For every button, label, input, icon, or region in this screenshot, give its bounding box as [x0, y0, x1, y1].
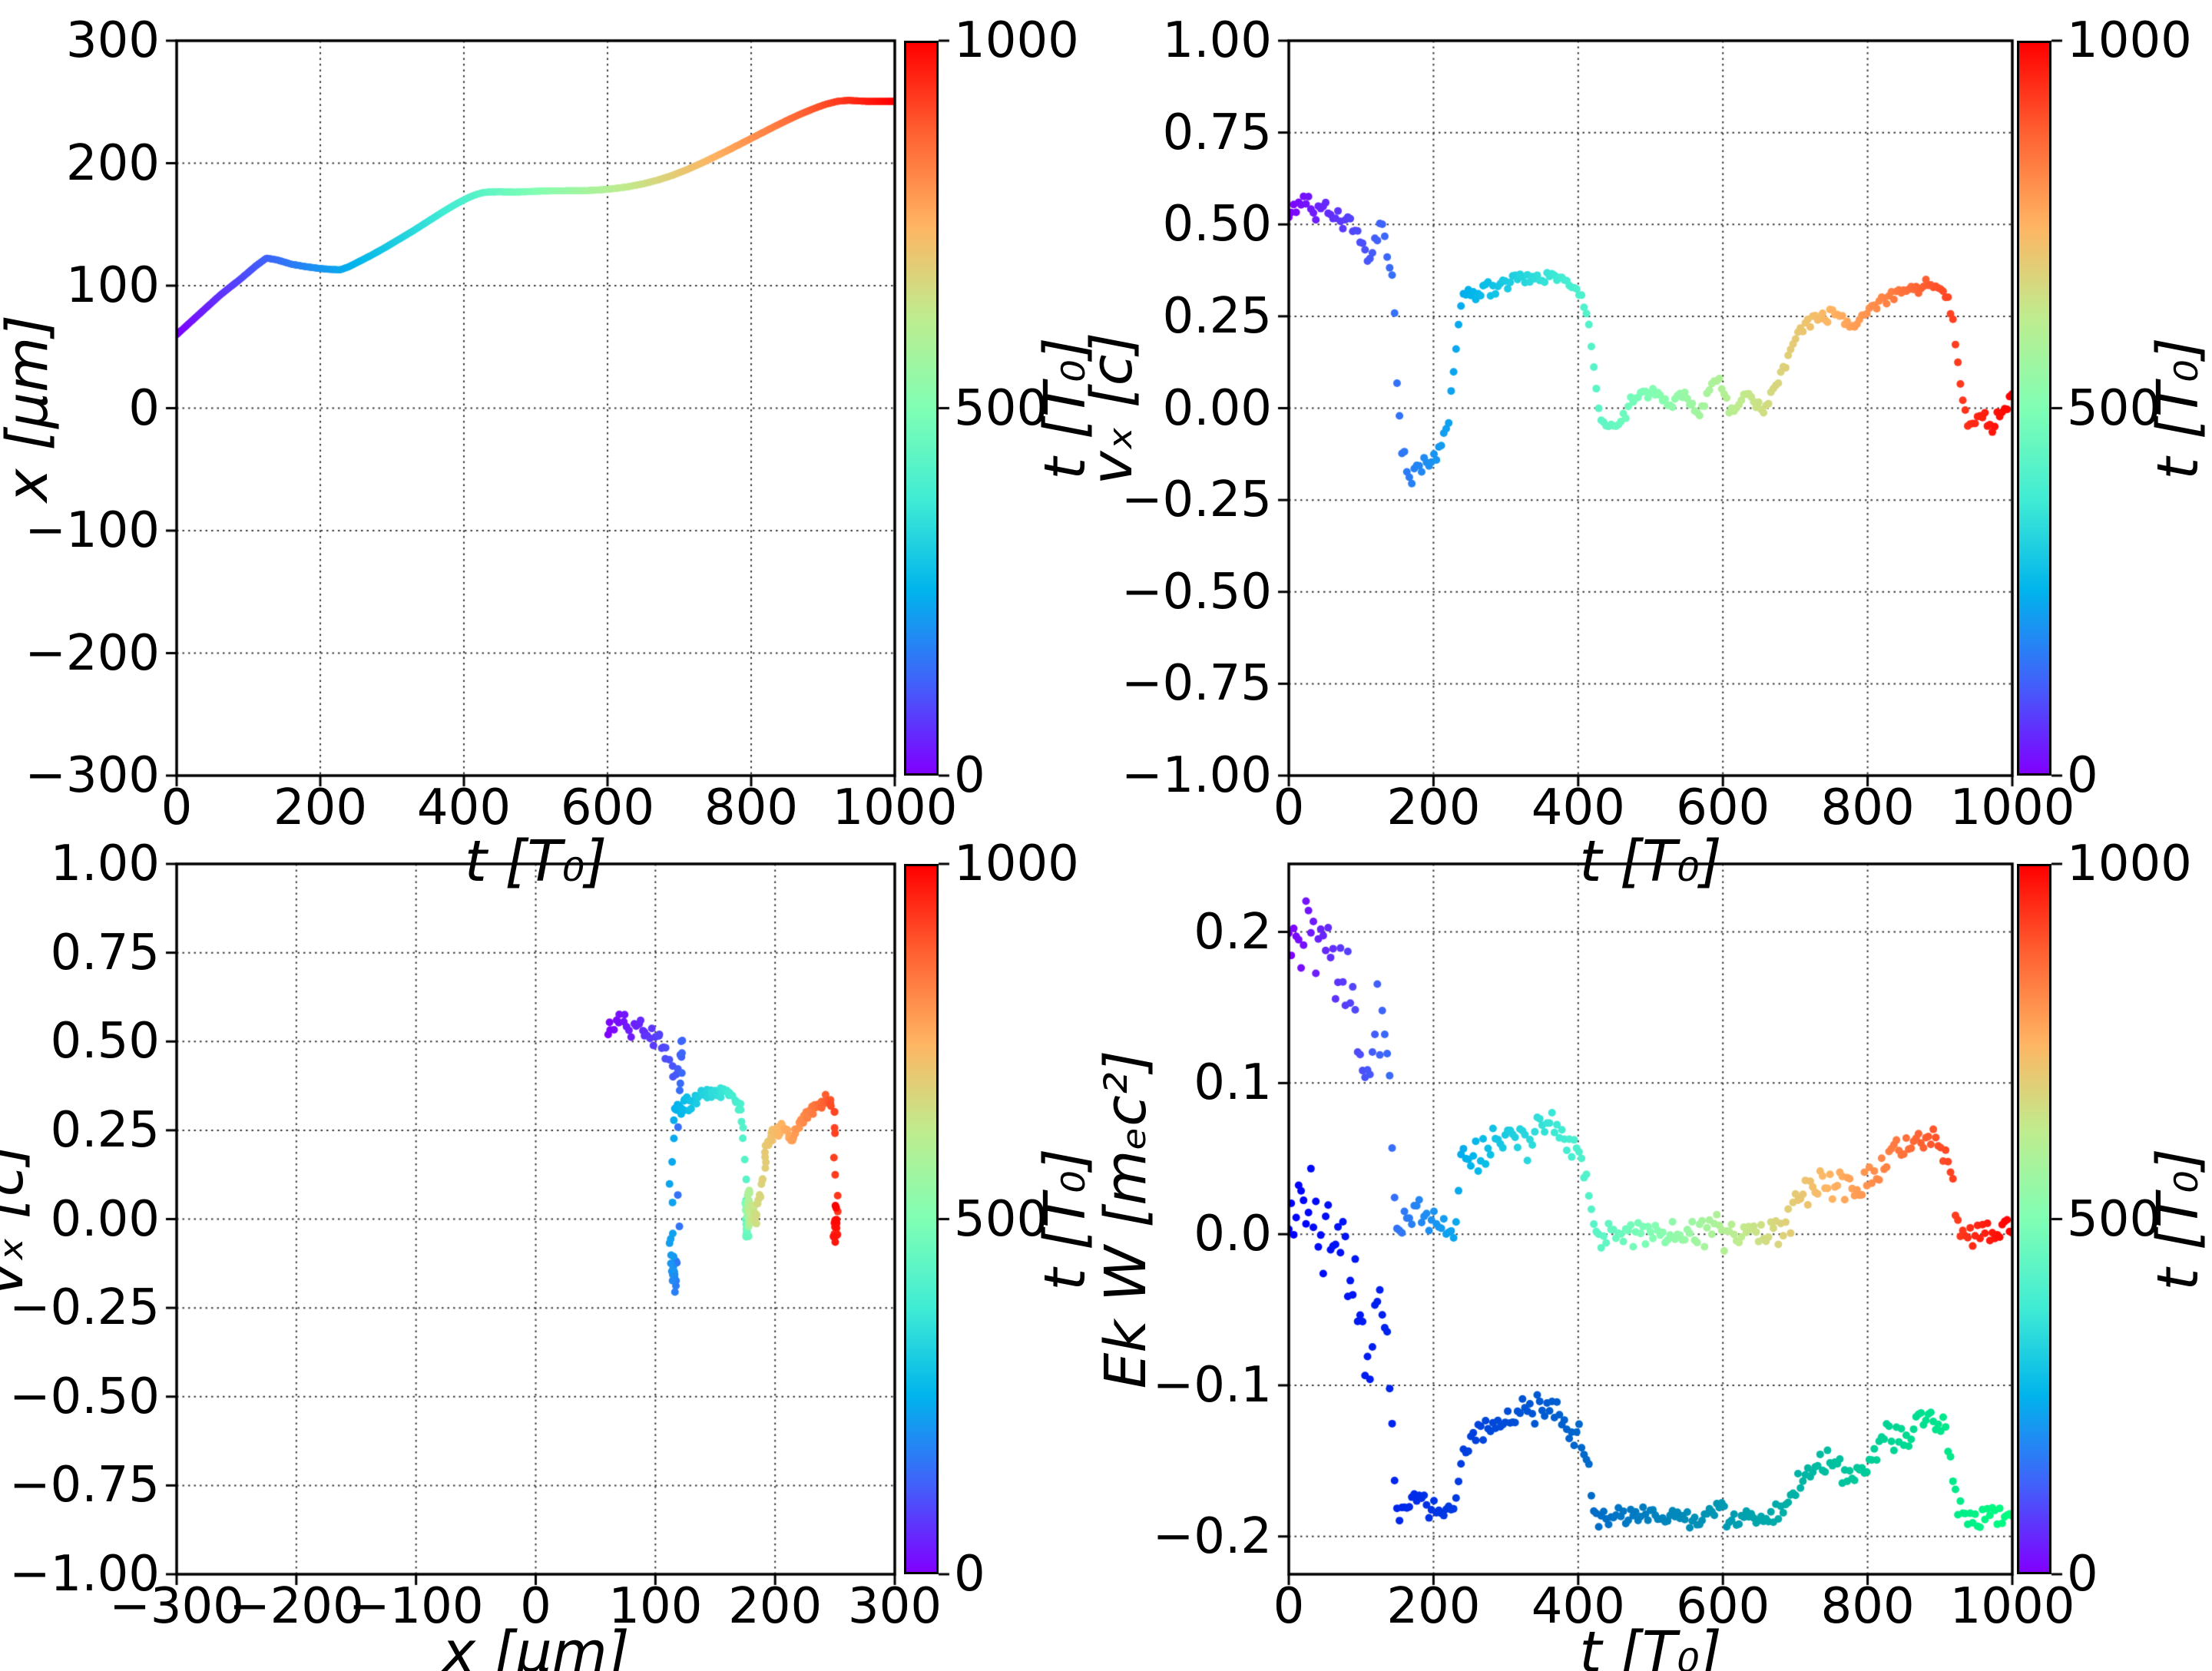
colorbar-time-top-right [2017, 41, 2051, 776]
colorbar-time-top-left [904, 41, 939, 776]
colorbar-time-bottom-right [2017, 864, 2051, 1574]
colorbar-time-bottom-left [904, 864, 939, 1574]
